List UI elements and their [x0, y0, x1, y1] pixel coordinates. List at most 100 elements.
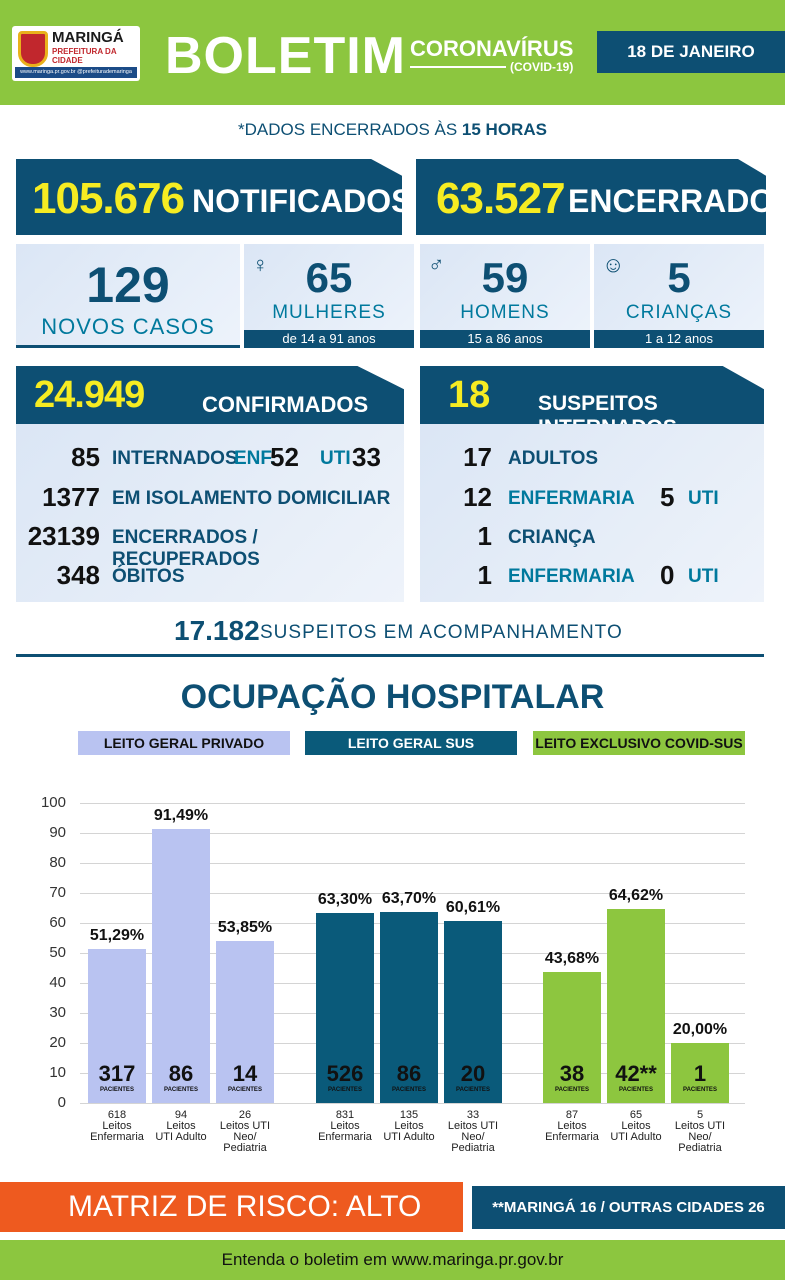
men-card: ♂ 59 HOMENS 15 a 86 anos — [420, 244, 590, 348]
bed-type-line1: Leitos — [557, 1120, 587, 1132]
closed-banner: 63.527 ENCERRADOS — [416, 159, 766, 235]
new-cases-label: NOVOS CASOS — [41, 314, 215, 339]
occupancy-bar — [88, 949, 146, 1103]
occupancy-bar — [316, 913, 374, 1103]
patients-label: PACIENTES — [100, 1087, 134, 1093]
bed-type-line3: Pediatria — [223, 1142, 267, 1154]
ward-label: ENF. — [234, 448, 276, 469]
closed-label: ENCERRADOS — [568, 183, 785, 219]
bed-type-line2: UTI Adulto — [383, 1131, 435, 1143]
bed-type-line1: Leitos UTI — [447, 1120, 499, 1132]
adult-ward-label: ENFERMARIA — [508, 488, 635, 509]
icu-value: 33 — [352, 442, 381, 472]
child-value: 1 — [477, 521, 492, 551]
card-underline — [16, 345, 240, 348]
monitoring-value: 17.182 — [174, 615, 260, 646]
occupancy-bar — [152, 828, 210, 1103]
cities-breakdown: **MARINGÁ 16 / OUTRAS CIDADES 26 — [472, 1186, 785, 1229]
children-value: 5 — [667, 254, 691, 301]
category-sus: LEITO GERAL SUS — [305, 731, 517, 755]
occupancy-bar — [607, 909, 665, 1103]
bed-type-line2: Enfermaria — [90, 1131, 144, 1143]
patients-value: 38 — [559, 1061, 585, 1086]
new-cases-card: 129 NOVOS CASOS — [16, 244, 240, 348]
page-title: BOLETIM — [165, 27, 406, 85]
bed-capacity: 135 — [399, 1109, 419, 1121]
bed-type-line2: UTI Adulto — [155, 1131, 207, 1143]
deaths-value: 348 — [56, 560, 100, 590]
patients-label: PACIENTES — [456, 1087, 490, 1093]
closing-prefix: *DADOS ENCERRADOS ÀS — [238, 120, 462, 139]
bed-type-line1: Leitos — [394, 1120, 424, 1132]
notified-value: 105.676 — [32, 174, 185, 223]
adult-icu-value: 5 — [660, 482, 675, 512]
confirmed-value: 24.949 — [34, 374, 145, 416]
percent-label: 53,85% — [217, 919, 273, 937]
y-tick-label: 40 — [49, 974, 66, 991]
patients-label: PACIENTES — [228, 1087, 262, 1093]
ward-value: 52 — [270, 442, 299, 472]
bed-type-line2: Enfermaria — [545, 1131, 599, 1143]
percent-label: 63,70% — [381, 889, 437, 907]
y-tick-label: 10 — [49, 1064, 66, 1081]
child-icu-value: 0 — [660, 560, 675, 590]
patients-value: 1 — [693, 1061, 707, 1086]
y-tick-label: 50 — [49, 944, 66, 961]
gridline — [80, 893, 745, 894]
bed-type-line2: Enfermaria — [318, 1131, 372, 1143]
occupancy-title: OCUPAÇÃO HOSPITALAR — [180, 678, 605, 716]
covid-label: (COVID-19) — [510, 60, 574, 74]
page-subtitle: CORONAVÍRUS — [410, 36, 574, 61]
y-tick-label: 0 — [57, 1094, 66, 1111]
confirmed-panel: 85 INTERNADOS ENF. 52 UTI 33 1377 EM ISO… — [16, 424, 404, 602]
woman-icon: ♀ — [252, 252, 269, 277]
bed-capacity: 831 — [335, 1109, 355, 1121]
patients-label: PACIENTES — [619, 1087, 653, 1093]
bed-type-line1: Leitos — [166, 1120, 196, 1132]
percent-label: 91,49% — [153, 806, 209, 824]
percent-label: 63,30% — [317, 891, 373, 909]
occupancy-bar — [671, 1043, 729, 1103]
bed-capacity: 65 — [629, 1109, 643, 1121]
patients-value: 526 — [326, 1061, 364, 1086]
notified-label: NOTIFICADOS — [192, 183, 413, 219]
suspects-panel: 17 ADULTOS 12 ENFERMARIA 5 UTI 1 CRIANÇA… — [420, 424, 764, 602]
y-tick-label: 70 — [49, 884, 66, 901]
percent-label: 64,62% — [608, 887, 664, 905]
bed-type-line2: Neo/ — [688, 1131, 712, 1143]
category-covid-sus: LEITO EXCLUSIVO COVID-SUS — [533, 731, 745, 755]
patients-value: 14 — [232, 1061, 258, 1086]
patients-value: 317 — [98, 1061, 136, 1086]
closing-hour: 15 HORAS — [461, 120, 547, 139]
patients-value: 42** — [615, 1061, 657, 1086]
child-icu-label: UTI — [688, 566, 719, 587]
occupancy-bar — [216, 941, 274, 1103]
man-icon: ♂ — [428, 252, 445, 277]
gridline — [80, 803, 745, 804]
women-card: ♀ 65 MULHERES de 14 a 91 anos — [244, 244, 414, 348]
y-tick-label: 60 — [49, 914, 66, 931]
closed-value: 63.527 — [436, 174, 566, 223]
footer-link[interactable]: Entenda o boletim em www.maringa.pr.gov.… — [0, 1240, 785, 1280]
children-label: CRIANÇAS — [625, 302, 733, 323]
adult-icu-label: UTI — [688, 488, 719, 509]
city-logo[interactable]: MARINGÁ PREFEITURA DA CIDADE www.maringa… — [12, 26, 140, 81]
patients-label: PACIENTES — [555, 1087, 589, 1093]
suspects-header: 18 SUSPEITOS INTERNADOS — [420, 366, 764, 424]
bed-capacity: 618 — [107, 1109, 127, 1121]
closing-time-note: *DADOS ENCERRADOS ÀS 15 HORAS — [0, 120, 785, 140]
patients-value: 20 — [460, 1061, 486, 1086]
suspects-value: 18 — [448, 374, 491, 416]
child-ward-value: 1 — [477, 560, 492, 590]
hospitalized-label: INTERNADOS — [112, 448, 238, 469]
y-tick-label: 30 — [49, 1004, 66, 1021]
adults-label: ADULTOS — [508, 448, 599, 469]
bed-type-line2: Neo/ — [461, 1131, 485, 1143]
category-private: LEITO GERAL PRIVADO — [78, 731, 290, 755]
gridline — [80, 833, 745, 834]
bed-capacity: 94 — [174, 1109, 188, 1121]
risk-matrix-banner: MATRIZ DE RISCO: ALTO — [0, 1182, 463, 1232]
monitoring-label: SUSPEITOS EM ACOMPANHAMENTO — [260, 622, 623, 643]
section-divider — [16, 654, 764, 657]
isolation-value: 1377 — [42, 482, 100, 512]
